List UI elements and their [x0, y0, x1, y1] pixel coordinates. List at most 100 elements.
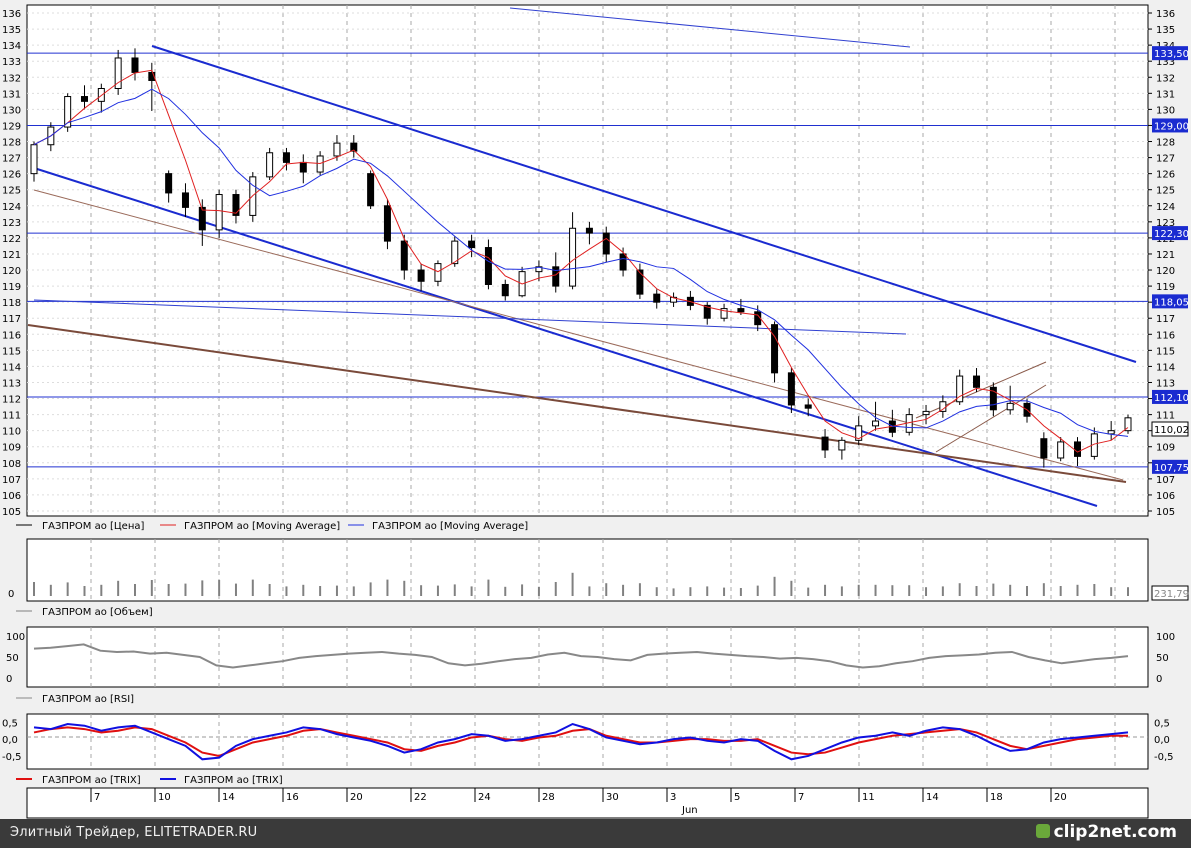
legend-ma-fast-label: ГАЗПРОМ ао [Moving Average]: [184, 521, 340, 532]
price-tick-left: 136: [2, 9, 21, 20]
level-tag-label: 129,00: [1154, 121, 1189, 132]
trix-tick-right: 0,0: [1154, 735, 1170, 746]
candle-body: [1006, 402, 1014, 411]
x-axis-month-label: Jun: [681, 805, 698, 816]
channel-lower-line: [33, 167, 1098, 507]
price-tick-right: 115: [1156, 346, 1175, 357]
rsi-axis-labels: 0 0 50 50 100 100: [6, 632, 1175, 685]
price-tick-left: 120: [2, 266, 21, 277]
rsi-tick-left: 50: [6, 653, 19, 664]
trix-blue-line: [33, 722, 1129, 761]
rsi-tick-left: 100: [6, 632, 25, 643]
candle-body: [922, 410, 930, 416]
price-tick-left: 125: [2, 186, 21, 197]
x-tick-label: 20: [1054, 792, 1067, 803]
price-tick-right: 133: [1156, 57, 1175, 68]
price-tick-right: 126: [1156, 170, 1175, 181]
candle-body: [316, 155, 324, 173]
price-tick-left: 107: [2, 475, 21, 486]
level-tag: [1152, 118, 1188, 133]
price-tick-left: 124: [2, 202, 21, 213]
price-tick-left: 123: [2, 218, 21, 229]
level-tag-label: 118,05: [1154, 297, 1189, 308]
x-tick-label: 11: [862, 792, 875, 803]
price-tick-left: 126: [2, 170, 21, 181]
price-tick-right: 128: [1156, 138, 1175, 149]
price-tick-right: 124: [1156, 202, 1175, 213]
trix-panel: [26, 713, 1149, 770]
price-tick-right: 116: [1156, 330, 1175, 341]
candle-body: [787, 372, 795, 406]
rsi-tick-right: 100: [1156, 632, 1175, 643]
rsi-tick-left: 0: [6, 674, 12, 685]
footer-bar: Элитный Трейдер, ELITETRADER.RU clip2net…: [0, 819, 1191, 848]
candle-body: [973, 375, 981, 388]
price-panel: [26, 4, 1149, 517]
price-tick-right: 125: [1156, 186, 1175, 197]
candle-body: [434, 263, 442, 282]
price-tick-left: 108: [2, 459, 21, 470]
level-tag: [1152, 389, 1188, 404]
footer-brand[interactable]: clip2net.com: [1035, 822, 1177, 842]
legend-rsi-label: ГАЗПРОМ ао [RSI]: [42, 694, 134, 705]
price-tick-right: 106: [1156, 491, 1175, 502]
candle-body: [367, 173, 375, 207]
trix-tick-right: -0,5: [1154, 752, 1174, 763]
level-tag: [1152, 294, 1188, 309]
candle-body: [350, 142, 358, 152]
candle-body: [165, 173, 173, 194]
legend-price-label: ГАЗПРОМ ао [Цена]: [42, 521, 144, 532]
last-price-tag: [1151, 421, 1189, 437]
price-tick-left: 129: [2, 121, 21, 132]
candle-body: [64, 96, 72, 128]
x-tick-label: 10: [158, 792, 171, 803]
price-tick-right: 113: [1156, 378, 1175, 389]
x-tick-label: 14: [222, 792, 235, 803]
candle-body: [703, 304, 711, 319]
small-channel-upper: [915, 361, 1047, 419]
rsi-legend: ГАЗПРОМ ао [RSI]: [16, 694, 134, 705]
price-tick-right: 132: [1156, 73, 1175, 84]
price-tick-left: 106: [2, 491, 21, 502]
candle-body: [956, 375, 964, 403]
price-tick-left: 116: [2, 330, 21, 341]
rsi-line: [33, 643, 1129, 669]
candle-body: [114, 57, 122, 90]
trix-tick-left: -0,5: [2, 752, 22, 763]
candle-body: [451, 240, 459, 265]
candle-body: [872, 420, 880, 427]
volume-panel: [26, 538, 1149, 602]
candle-body: [417, 269, 425, 282]
price-tick-left: 111: [2, 411, 21, 422]
x-tick-label: 7: [94, 792, 100, 803]
candle-body: [400, 240, 408, 271]
price-tick-right: 109: [1156, 443, 1175, 454]
level-tag-label: 107,75: [1154, 463, 1189, 474]
price-tick-left: 114: [2, 362, 21, 373]
volume-axis-zero: 0: [8, 589, 14, 600]
x-tick-label: 14: [926, 792, 939, 803]
rsi-tick-right: 0: [1156, 674, 1162, 685]
volume-legend: ГАЗПРОМ ао [Объем]: [16, 607, 153, 618]
volume-value-tag: [1151, 585, 1189, 601]
candle-body: [468, 240, 476, 249]
x-axis-labels: 7 10 14 16 20 22 24 28 30 3 5 7 11 14 18 20: [90, 788, 1067, 803]
price-tick-right: 121: [1156, 250, 1175, 261]
volume-last-label: 231,79: [1154, 589, 1189, 600]
candle-body: [653, 293, 661, 303]
price-tick-right: 123: [1156, 218, 1175, 229]
price-tick-left: 128: [2, 138, 21, 149]
price-tick-left: 110: [2, 427, 21, 438]
small-channel-lower: [935, 384, 1047, 453]
legend-ma-slow-label: ГАЗПРОМ ао [Moving Average]: [372, 521, 528, 532]
price-tick-right: 114: [1156, 362, 1175, 373]
candle-body: [131, 57, 139, 73]
footer-brand-label: clip2net.com: [1053, 822, 1177, 842]
candle-body: [855, 425, 863, 441]
candle-body: [299, 161, 307, 173]
last-price-label: 110,02: [1154, 425, 1189, 436]
price-tick-left: 119: [2, 282, 21, 293]
price-tick-left: 135: [2, 25, 21, 36]
price-tick-right: 127: [1156, 154, 1175, 165]
price-tick-left: 105: [2, 507, 21, 518]
